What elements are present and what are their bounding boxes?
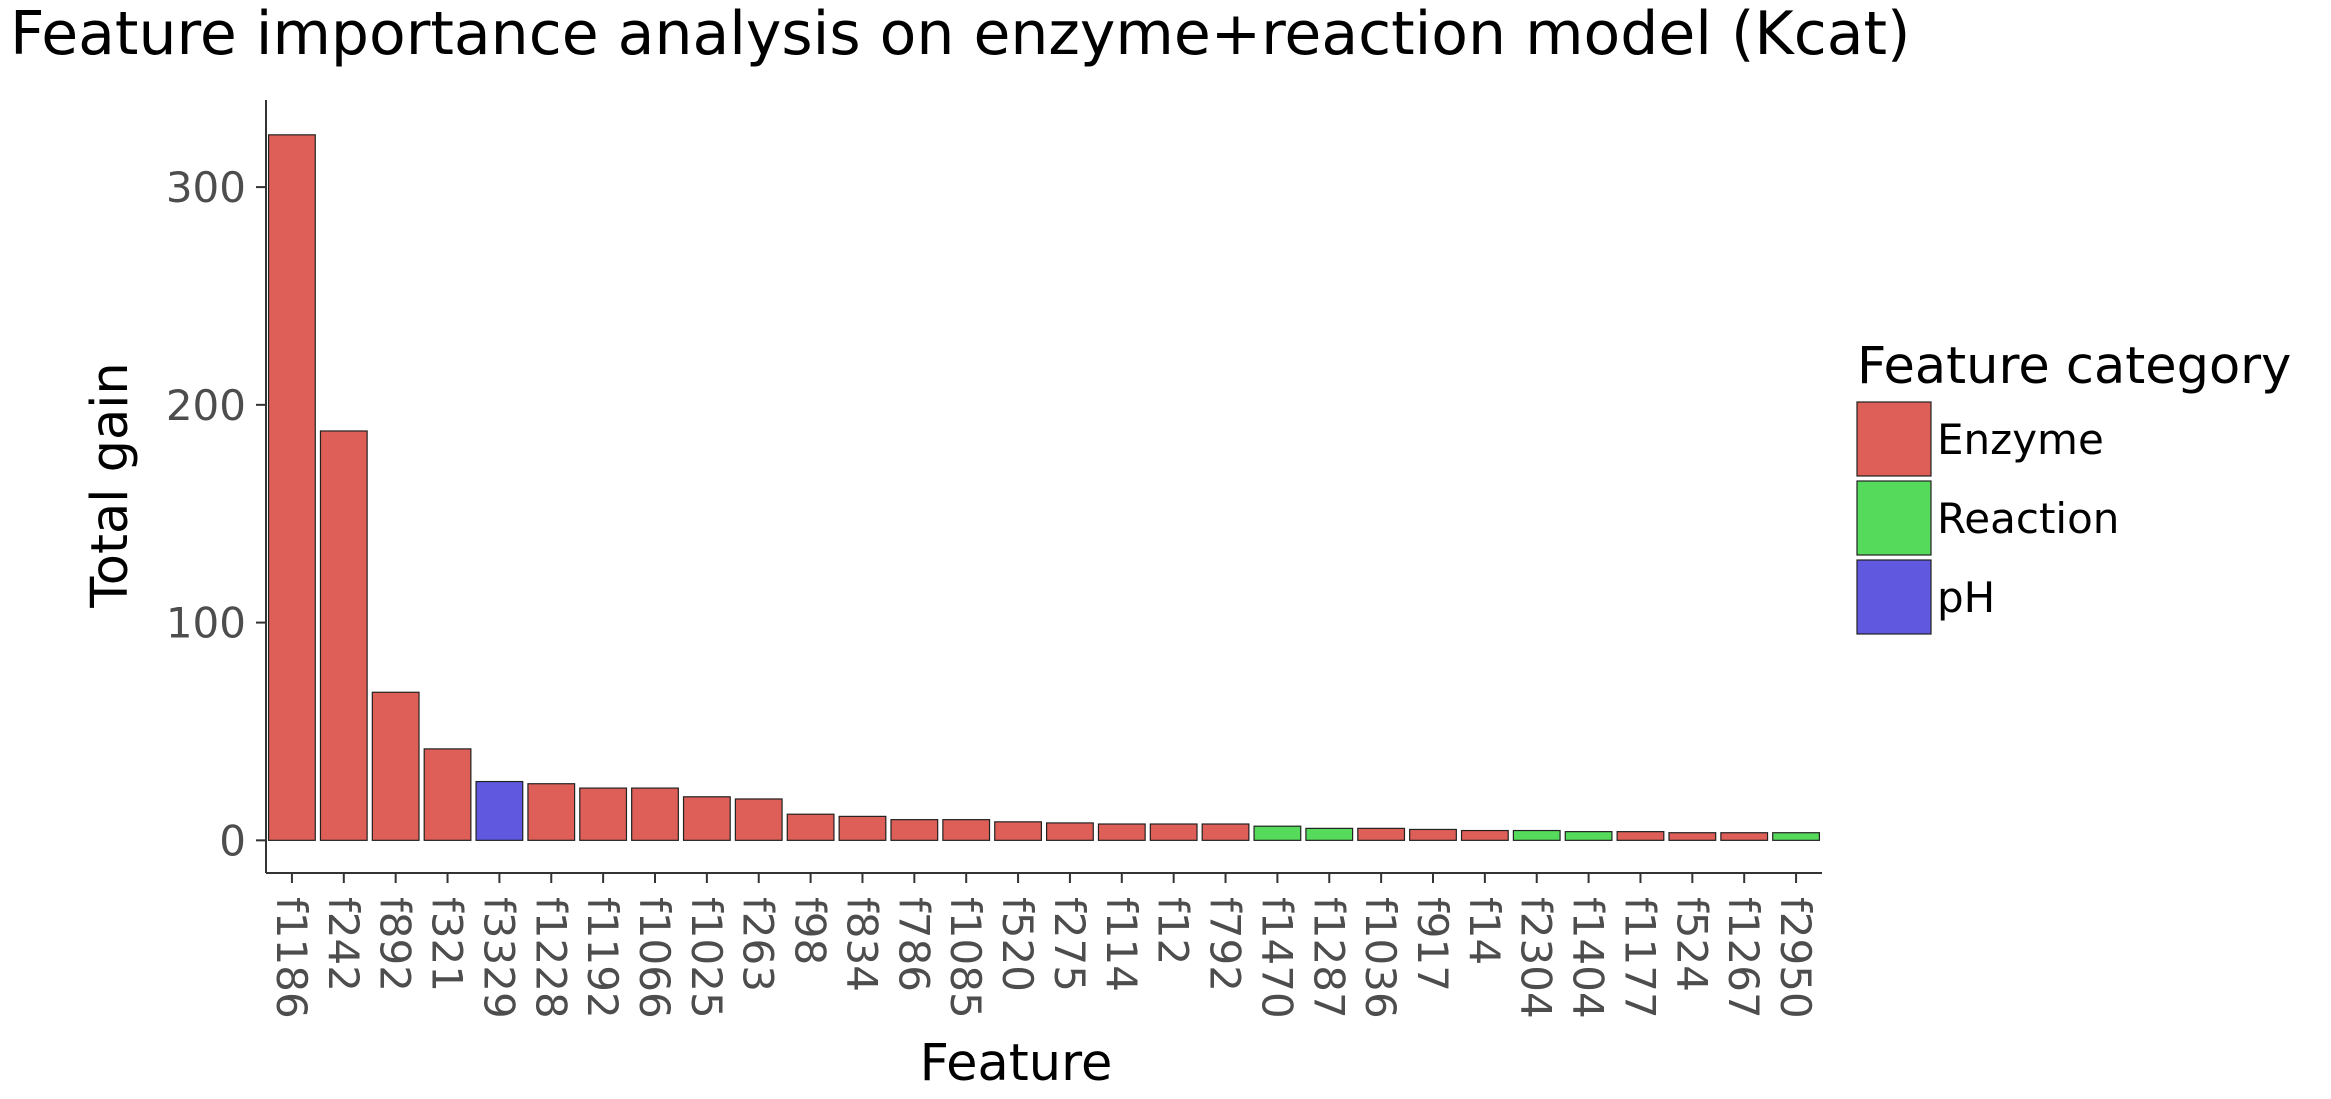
y-tick-label: 200 bbox=[166, 381, 246, 430]
bar-f1085 bbox=[942, 819, 991, 841]
legend-swatch-enzyme bbox=[1856, 401, 1932, 477]
y-tick-label: 0 bbox=[219, 816, 246, 865]
legend-label-ph: pH bbox=[1937, 573, 1995, 622]
x-tick-label: f786 bbox=[889, 897, 938, 992]
x-axis-title: Feature bbox=[920, 1034, 1113, 1093]
x-tick-label: f1192 bbox=[578, 897, 627, 1019]
bar-f242 bbox=[319, 430, 368, 841]
x-tick-label: f834 bbox=[837, 897, 886, 992]
x-tick-label: f1404 bbox=[1564, 897, 1613, 1019]
x-tick-label: f1267 bbox=[1719, 897, 1768, 1019]
x-tick-label: f2304 bbox=[1512, 897, 1561, 1019]
bar-f1267 bbox=[1720, 832, 1769, 841]
legend-label-enzyme: Enzyme bbox=[1937, 415, 2104, 464]
x-tick-label: f892 bbox=[371, 897, 420, 992]
x-tick-label: f524 bbox=[1667, 897, 1716, 992]
y-axis-ticks: 0 100 200 300 bbox=[166, 163, 266, 865]
x-tick-label: f2950 bbox=[1771, 897, 1820, 1019]
legend-title: Feature category bbox=[1857, 337, 2291, 396]
legend-swatch-ph bbox=[1856, 559, 1932, 635]
x-tick-label: f1066 bbox=[630, 897, 679, 1019]
bar-f2950 bbox=[1772, 832, 1821, 841]
x-tick-label: f12 bbox=[1149, 897, 1198, 965]
bar-f1287 bbox=[1305, 827, 1354, 841]
chart-title: Feature importance analysis on enzyme+re… bbox=[10, 0, 1910, 69]
bar-f98 bbox=[786, 813, 835, 841]
x-tick-label: f1085 bbox=[941, 897, 990, 1019]
bar-f1066 bbox=[631, 787, 679, 841]
bar-f114 bbox=[1097, 823, 1146, 841]
bar-f263 bbox=[734, 798, 783, 841]
bar-f321 bbox=[423, 748, 472, 841]
bar-f1228 bbox=[527, 783, 576, 841]
x-tick-label: f242 bbox=[319, 897, 368, 992]
x-tick-label: f114 bbox=[1097, 897, 1146, 992]
bar-f520 bbox=[994, 821, 1043, 841]
x-tick-label: f14 bbox=[1460, 897, 1509, 965]
bar-f3329 bbox=[475, 780, 524, 841]
x-tick-label: f3329 bbox=[474, 897, 523, 1019]
y-tick-label: 300 bbox=[166, 163, 246, 212]
bar-f12 bbox=[1149, 823, 1198, 841]
bar-f892 bbox=[371, 691, 420, 841]
x-tick-label: f1287 bbox=[1304, 897, 1353, 1019]
x-tick-label: f1177 bbox=[1615, 897, 1664, 1019]
x-tick-label: f1186 bbox=[267, 897, 316, 1019]
bar-f275 bbox=[1045, 822, 1094, 841]
legend: Feature category Enzyme Reaction pH bbox=[1856, 337, 2291, 635]
bar-f1177 bbox=[1616, 831, 1665, 841]
x-tick-label: f1036 bbox=[1356, 897, 1405, 1019]
plot-area bbox=[267, 134, 1821, 841]
bar-f1192 bbox=[579, 787, 628, 841]
bar-f1025 bbox=[682, 796, 731, 841]
x-tick-label: f1470 bbox=[1252, 897, 1301, 1019]
x-tick-label: f917 bbox=[1408, 897, 1457, 992]
x-tick-label: f792 bbox=[1201, 897, 1250, 992]
y-tick-label: 100 bbox=[166, 599, 246, 648]
bar-f1404 bbox=[1564, 831, 1613, 841]
bar-f792 bbox=[1201, 823, 1250, 841]
bar-f14 bbox=[1460, 829, 1509, 841]
bar-f1186 bbox=[267, 134, 316, 841]
legend-entries: Enzyme Reaction pH bbox=[1856, 401, 2119, 635]
bar-f917 bbox=[1409, 828, 1457, 841]
x-axis-ticks: f1186 f242 f892 f321 f3329 f1228 f1192 f1066 f10… bbox=[267, 873, 1820, 1019]
x-tick-label: f1228 bbox=[526, 897, 575, 1019]
bar-f786 bbox=[890, 819, 939, 841]
x-tick-label: f1025 bbox=[682, 897, 731, 1019]
x-tick-label: f98 bbox=[786, 897, 835, 965]
x-tick-label: f321 bbox=[423, 897, 472, 992]
bar-f1036 bbox=[1357, 827, 1406, 841]
x-tick-label: f263 bbox=[734, 897, 783, 992]
legend-swatch-reaction bbox=[1856, 480, 1932, 556]
bar-f2304 bbox=[1512, 829, 1561, 841]
x-tick-label: f275 bbox=[1045, 897, 1094, 992]
bar-f524 bbox=[1668, 832, 1717, 841]
legend-label-reaction: Reaction bbox=[1937, 494, 2119, 543]
bar-f834 bbox=[838, 815, 887, 841]
x-tick-label: f520 bbox=[993, 897, 1042, 992]
bar-f1470 bbox=[1253, 825, 1302, 841]
y-axis-title: Total gain bbox=[81, 362, 140, 608]
